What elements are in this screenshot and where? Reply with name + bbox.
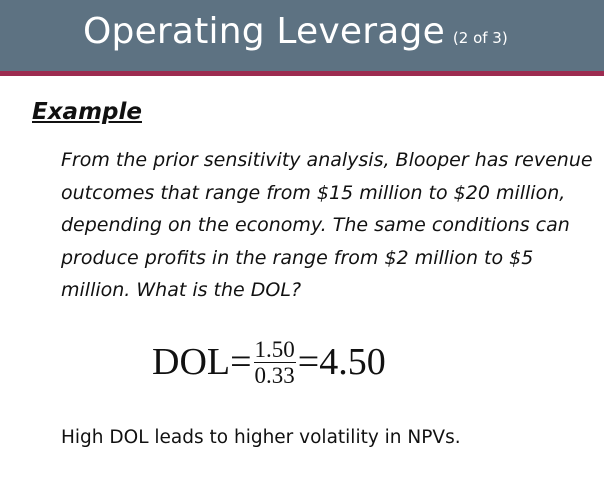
equation-lhs: DOL — [152, 341, 231, 383]
dol-equation: DOL = 1.50 0.33 = 4.50 — [152, 332, 386, 392]
title-divider — [0, 71, 604, 76]
fraction-numerator: 1.50 — [253, 336, 296, 363]
equation-fraction: 1.50 0.33 — [253, 336, 296, 388]
title-subtitle: (2 of 3) — [452, 29, 508, 47]
slide-title: Operating Leverage (2 of 3) — [83, 14, 508, 50]
title-bar — [0, 0, 604, 71]
equation-equals-2: = — [297, 341, 320, 383]
equation-equals-1: = — [230, 341, 252, 383]
fraction-denominator: 0.33 — [254, 362, 295, 388]
example-heading: Example — [32, 99, 142, 125]
title-main: Operating Leverage — [83, 11, 445, 52]
conclusion-text: High DOL leads to higher volatility in N… — [61, 427, 461, 448]
example-paragraph: From the prior sensitivity analysis, Blo… — [61, 149, 593, 301]
equation-result: 4.50 — [319, 341, 386, 383]
